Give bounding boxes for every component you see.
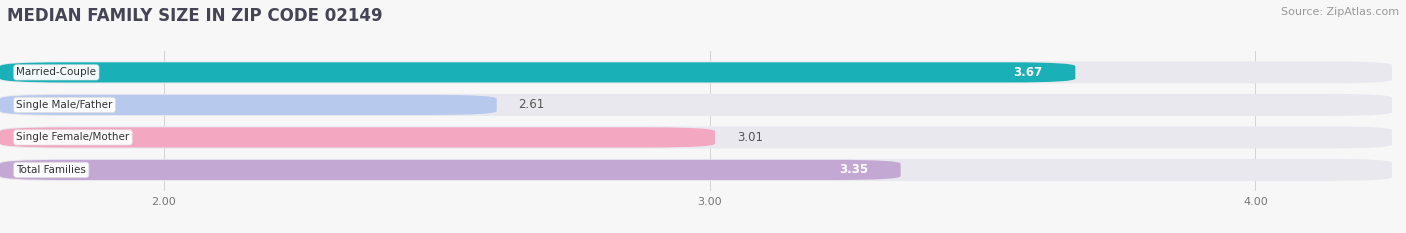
FancyBboxPatch shape [0, 160, 901, 180]
FancyBboxPatch shape [0, 127, 716, 147]
FancyBboxPatch shape [0, 95, 496, 115]
Text: MEDIAN FAMILY SIZE IN ZIP CODE 02149: MEDIAN FAMILY SIZE IN ZIP CODE 02149 [7, 7, 382, 25]
Text: Single Male/Father: Single Male/Father [17, 100, 112, 110]
FancyBboxPatch shape [0, 126, 1392, 148]
Text: Total Families: Total Families [17, 165, 86, 175]
Text: 3.01: 3.01 [737, 131, 763, 144]
Text: 2.61: 2.61 [519, 98, 544, 111]
FancyBboxPatch shape [0, 159, 1392, 181]
FancyBboxPatch shape [0, 61, 1392, 83]
Text: Married-Couple: Married-Couple [17, 67, 97, 77]
FancyBboxPatch shape [0, 94, 1392, 116]
Text: Single Female/Mother: Single Female/Mother [17, 132, 129, 142]
Text: 3.67: 3.67 [1014, 66, 1043, 79]
FancyBboxPatch shape [0, 62, 1076, 82]
Text: Source: ZipAtlas.com: Source: ZipAtlas.com [1281, 7, 1399, 17]
Text: 3.35: 3.35 [839, 163, 868, 176]
